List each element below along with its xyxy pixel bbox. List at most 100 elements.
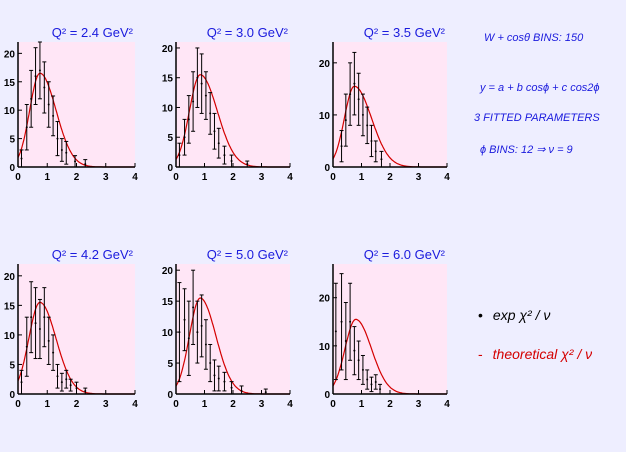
- data-point: [213, 374, 216, 377]
- panel-1: Q² = 2.4 GeV² 0 1 2 3 4 0 5 10 15 20: [4, 25, 138, 183]
- x-tick-label: 4: [132, 399, 138, 410]
- x-tick-label: 2: [387, 172, 393, 183]
- data-point: [84, 390, 87, 393]
- data-point: [334, 330, 337, 333]
- x-tick-label: 0: [330, 399, 336, 410]
- y-tick-label: 5: [9, 135, 15, 146]
- exp-label: exp χ² / ν: [492, 307, 551, 323]
- data-point: [75, 387, 78, 390]
- x-tick-label: 4: [132, 172, 138, 183]
- data-point: [47, 103, 50, 106]
- data-point: [380, 158, 383, 161]
- data-point: [340, 145, 343, 148]
- theory-marker: -: [478, 346, 483, 362]
- plot-area: [333, 264, 447, 394]
- data-point: [209, 112, 212, 115]
- y-tick-label: 20: [319, 294, 331, 305]
- y-tick-label: 20: [4, 49, 16, 60]
- data-point: [264, 391, 267, 394]
- x-tick-label: 0: [15, 399, 21, 410]
- data-point: [183, 136, 186, 139]
- data-point: [38, 69, 41, 72]
- data-point: [217, 142, 220, 145]
- data-point: [192, 100, 195, 103]
- x-tick-label: 3: [416, 399, 422, 410]
- data-point: [349, 320, 352, 323]
- x-tick-label: 4: [444, 399, 450, 410]
- data-point: [361, 113, 364, 116]
- panel-6: Q² = 6.0 GeV² 0 1 2 3 4 0 10 20: [319, 247, 450, 410]
- data-point: [60, 148, 63, 151]
- panel-title: Q² = 4.2 GeV²: [52, 247, 134, 262]
- data-point: [366, 124, 369, 127]
- x-tick-label: 0: [330, 172, 336, 183]
- plot-area: [176, 264, 290, 394]
- data-point: [240, 389, 243, 392]
- y-tick-label: 10: [4, 331, 16, 342]
- data-point: [370, 139, 373, 142]
- y-tick-label: 0: [324, 163, 330, 174]
- data-point: [56, 375, 59, 378]
- data-point: [366, 378, 369, 381]
- plot-area: [176, 42, 290, 167]
- data-point: [204, 343, 207, 346]
- y-tick-label: 0: [167, 390, 173, 401]
- data-point: [43, 86, 46, 89]
- data-point: [20, 381, 23, 384]
- data-point: [223, 380, 226, 383]
- data-point: [183, 318, 186, 321]
- panel-2: Q² = 3.0 GeV² 0 1 2 3 4 0 5 10 15 20: [162, 25, 293, 183]
- data-point: [47, 339, 50, 342]
- data-point: [353, 349, 356, 352]
- data-point: [357, 98, 360, 101]
- data-point: [204, 94, 207, 97]
- x-tick-label: 0: [173, 172, 179, 183]
- data-point: [187, 118, 190, 121]
- panel-title: Q² = 6.0 GeV²: [364, 247, 446, 262]
- data-point: [374, 380, 377, 383]
- data-point: [43, 316, 46, 319]
- y-tick-label: 0: [9, 163, 15, 174]
- data-point: [30, 316, 33, 319]
- phi-bins: ϕ BINS: 12 ⇒ ν = 9: [480, 144, 573, 156]
- x-tick-label: 1: [202, 172, 208, 183]
- legend-exp: • exp χ² / ν: [478, 307, 550, 323]
- panel-title: Q² = 3.0 GeV²: [207, 25, 289, 40]
- panel-4: Q² = 4.2 GeV² 0 1 2 3 4 0 5 10 15 20: [4, 247, 138, 410]
- y-tick-label: 0: [167, 163, 173, 174]
- data-point: [213, 130, 216, 133]
- x-tick-label: 1: [359, 172, 365, 183]
- x-tick-label: 3: [259, 399, 265, 410]
- panel-title: Q² = 3.5 GeV²: [364, 25, 446, 40]
- y-tick-label: 10: [4, 106, 16, 117]
- plot-area: [18, 264, 135, 394]
- y-tick-label: 20: [162, 44, 174, 55]
- x-tick-label: 0: [173, 399, 179, 410]
- x-tick-label: 2: [230, 399, 236, 410]
- data-point: [230, 160, 233, 163]
- data-point: [374, 150, 377, 153]
- y-tick-label: 5: [9, 360, 15, 371]
- data-point: [65, 378, 68, 381]
- y-tick-label: 15: [162, 74, 174, 85]
- x-tick-label: 0: [15, 172, 21, 183]
- x-tick-label: 1: [44, 172, 50, 183]
- data-point: [192, 306, 195, 309]
- data-point: [353, 82, 356, 85]
- y-tick-label: 0: [324, 390, 330, 401]
- x-tick-label: 1: [44, 399, 50, 410]
- data-point: [357, 359, 360, 362]
- y-tick-label: 20: [319, 59, 331, 70]
- x-tick-label: 3: [416, 172, 422, 183]
- data-point: [370, 383, 373, 386]
- y-tick-label: 15: [4, 78, 16, 89]
- theory-label: theoretical χ² / ν: [492, 346, 593, 362]
- data-point: [217, 377, 220, 380]
- data-point: [379, 388, 382, 391]
- x-tick-label: 3: [103, 172, 109, 183]
- data-point: [60, 381, 63, 384]
- panel-5: Q² = 5.0 GeV² 0 1 2 3 4 0 5 10 15 20: [162, 247, 293, 410]
- data-point: [200, 82, 203, 85]
- data-point: [196, 331, 199, 334]
